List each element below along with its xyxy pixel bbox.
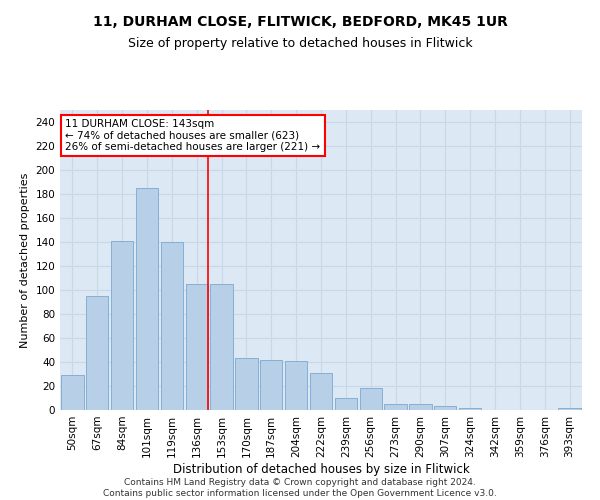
Bar [86,296,109,410]
Bar [310,373,332,410]
Bar [235,358,257,410]
Bar [409,404,431,410]
Bar [185,284,208,410]
Bar [359,388,382,410]
Bar [285,361,307,410]
Y-axis label: Number of detached properties: Number of detached properties [20,172,30,348]
X-axis label: Distribution of detached houses by size in Flitwick: Distribution of detached houses by size … [173,462,469,475]
Bar [335,398,357,410]
Bar [211,284,233,410]
Bar [559,408,581,410]
Bar [61,375,83,410]
Bar [136,188,158,410]
Bar [111,241,133,410]
Bar [260,360,283,410]
Text: 11, DURHAM CLOSE, FLITWICK, BEDFORD, MK45 1UR: 11, DURHAM CLOSE, FLITWICK, BEDFORD, MK4… [92,15,508,29]
Bar [161,242,183,410]
Bar [434,406,457,410]
Text: Size of property relative to detached houses in Flitwick: Size of property relative to detached ho… [128,38,472,51]
Bar [385,404,407,410]
Text: Contains HM Land Registry data © Crown copyright and database right 2024.
Contai: Contains HM Land Registry data © Crown c… [103,478,497,498]
Text: 11 DURHAM CLOSE: 143sqm
← 74% of detached houses are smaller (623)
26% of semi-d: 11 DURHAM CLOSE: 143sqm ← 74% of detache… [65,119,320,152]
Bar [459,408,481,410]
